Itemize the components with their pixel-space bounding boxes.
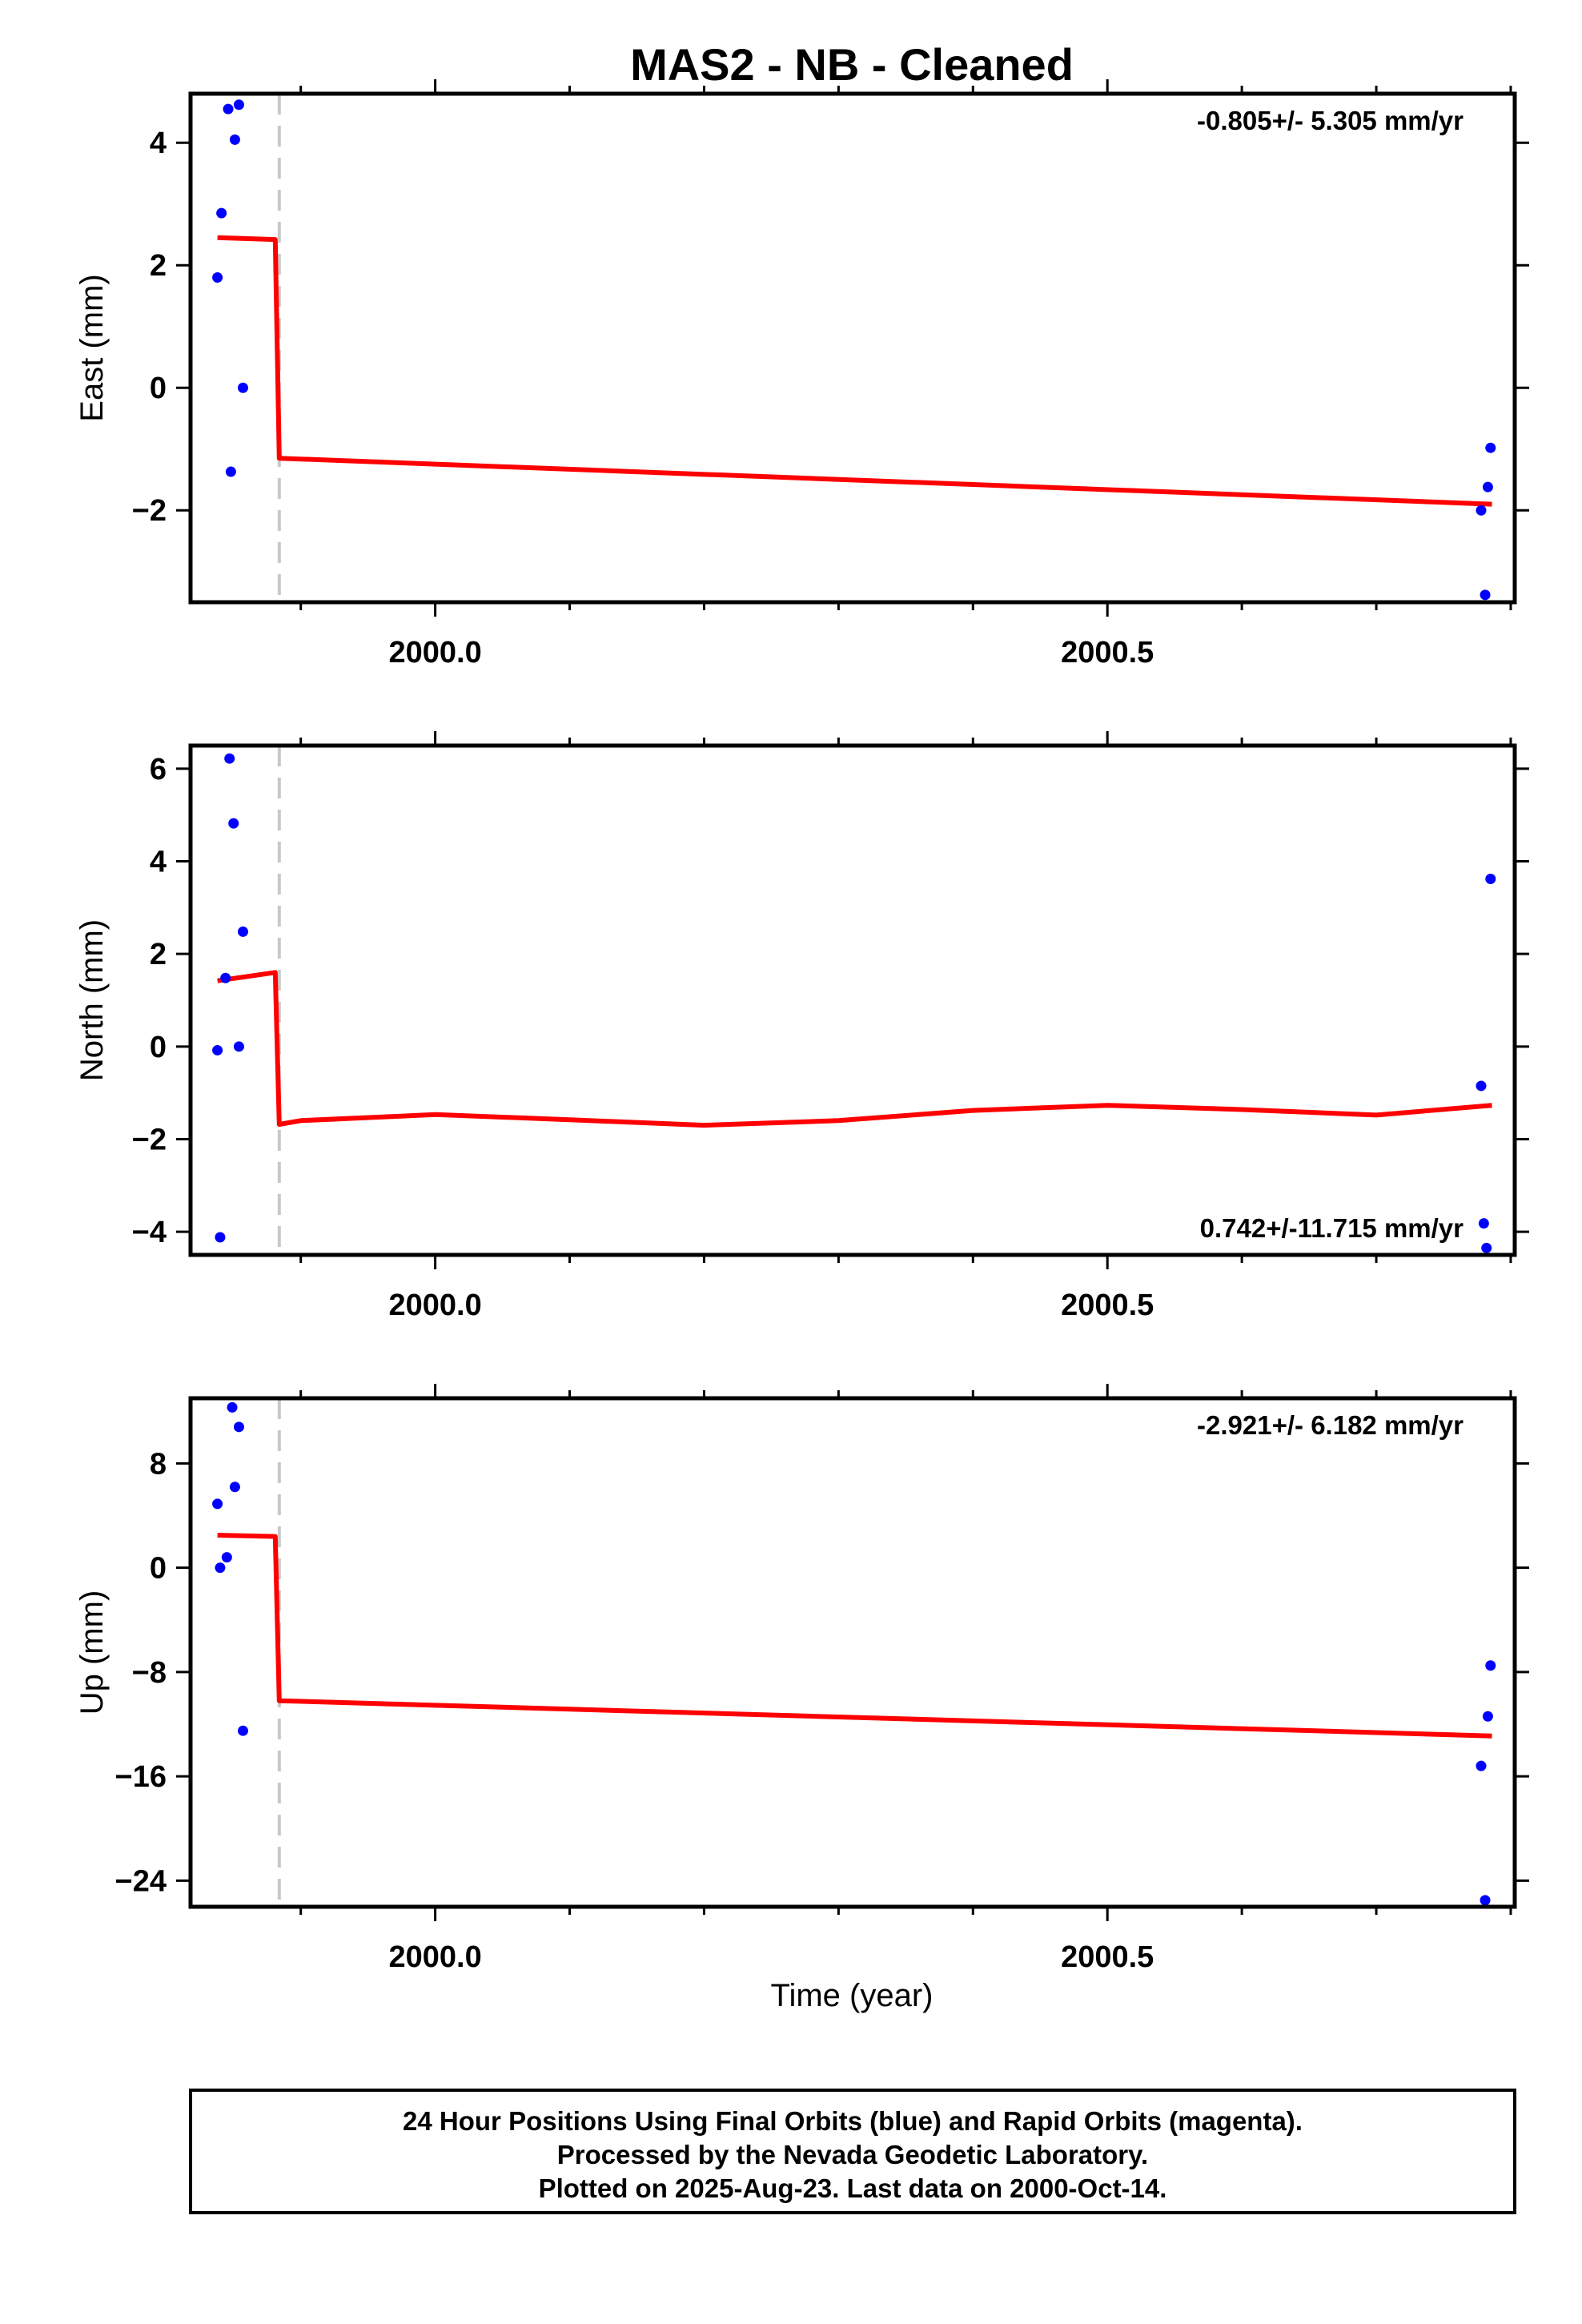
north-y-tick-label: 0 <box>150 1031 167 1064</box>
north-data-point <box>1476 1080 1487 1092</box>
footer-line-3: Plotted on 2025-Aug-23. Last data on 200… <box>539 2173 1167 2203</box>
north-x-tick-label: 2000.5 <box>1061 1289 1154 1322</box>
up-data-point <box>215 1562 226 1574</box>
north-y-tick-label: 4 <box>150 846 167 879</box>
east-data-point <box>229 134 240 145</box>
east-data-point <box>216 207 227 219</box>
north-plot-area <box>191 746 1515 1255</box>
north-y-tick-label: −2 <box>132 1123 167 1156</box>
up-data-point <box>237 1725 248 1736</box>
east-data-point <box>225 466 236 477</box>
up-data-point <box>233 1421 244 1433</box>
footer-box <box>189 2089 1516 2214</box>
east-data-point <box>1482 481 1493 493</box>
up-x-tick-label: 2000.0 <box>388 1940 481 1974</box>
east-y-tick-label: −2 <box>132 494 167 528</box>
north-panel: 6 4 2 0 −2 −4 2000.0 2000.5 North (mm) 0.742+/-11… <box>74 731 1529 1322</box>
up-data-point <box>229 1482 240 1493</box>
north-y-tick-label: 2 <box>150 938 167 971</box>
north-data-point <box>1481 1242 1492 1253</box>
north-data-point <box>1478 1218 1489 1229</box>
east-y-tick-label: 4 <box>150 127 167 160</box>
up-plot-area <box>191 1398 1515 1907</box>
north-data-point <box>237 926 248 937</box>
north-y-tick-label: 6 <box>150 753 167 786</box>
up-data-point <box>1476 1760 1487 1771</box>
east-y-axis-label: East (mm) <box>74 274 110 421</box>
east-data-point <box>223 103 234 115</box>
up-y-tick-label: −8 <box>132 1656 167 1690</box>
north-frame <box>188 743 1517 1257</box>
north-data-point <box>1485 874 1496 885</box>
north-data-point <box>233 1041 244 1052</box>
up-x-tick-label: 2000.5 <box>1061 1940 1154 1974</box>
east-x-tick-label: 2000.5 <box>1061 636 1154 669</box>
east-x-tick-label: 2000.0 <box>388 636 481 669</box>
east-data-point <box>1485 442 1496 453</box>
up-y-tick-label: −24 <box>115 1864 167 1898</box>
up-data-point <box>227 1401 238 1413</box>
east-data-point <box>1480 589 1491 601</box>
east-data-point <box>233 99 244 111</box>
figure-title: MAS2 - NB - Cleaned <box>630 39 1074 90</box>
east-panel: 4 2 0 −2 2000.0 2000.5 East (mm) -0.805+/- 5.30… <box>74 79 1529 669</box>
north-y-tick-label: −4 <box>132 1216 167 1249</box>
up-y-tick-label: −16 <box>115 1760 167 1794</box>
footer-line-2: Processed by the Nevada Geodetic Laborat… <box>557 2140 1148 2169</box>
east-data-point <box>1476 505 1487 516</box>
east-data-point <box>212 272 223 283</box>
up-y-tick-label: 8 <box>150 1447 167 1481</box>
north-data-point <box>212 1044 223 1055</box>
north-data-point <box>224 753 235 764</box>
east-y-tick-label: 0 <box>150 372 167 405</box>
east-data-point <box>237 382 248 393</box>
east-y-tick-label: 2 <box>150 249 167 283</box>
up-data-point <box>221 1552 232 1563</box>
up-velocity-annotation: -2.921+/- 6.182 mm/yr <box>1197 1410 1464 1440</box>
east-model-fit-line <box>217 235 1492 507</box>
north-model-fit-line <box>217 970 1492 1128</box>
up-frame <box>188 1396 1517 1909</box>
north-data-point <box>228 818 239 829</box>
east-frame <box>188 91 1517 605</box>
north-data-point <box>215 1232 226 1243</box>
up-y-axis-label: Up (mm) <box>74 1590 110 1715</box>
north-x-tick-label: 2000.0 <box>388 1289 481 1322</box>
up-panel: 8 0 −8 −16 −24 2000.0 2000.5 Up (mm) -2.921+/- 6… <box>74 1384 1529 1974</box>
x-axis-label: Time (year) <box>771 1978 934 2013</box>
up-data-point <box>1485 1660 1496 1671</box>
east-velocity-annotation: -0.805+/- 5.305 mm/yr <box>1197 106 1464 135</box>
up-data-point <box>1482 1711 1493 1722</box>
up-y-tick-label: 0 <box>150 1552 167 1586</box>
north-velocity-annotation: 0.742+/-11.715 mm/yr <box>1200 1213 1464 1243</box>
east-plot-area <box>191 94 1515 602</box>
footer-line-1: 24 Hour Positions Using Final Orbits (bl… <box>403 2106 1303 2136</box>
up-data-point <box>1480 1895 1491 1906</box>
up-data-point <box>212 1498 223 1510</box>
up-model-fit-line <box>217 1533 1492 1739</box>
north-y-axis-label: North (mm) <box>74 919 110 1081</box>
north-data-point <box>220 972 231 983</box>
